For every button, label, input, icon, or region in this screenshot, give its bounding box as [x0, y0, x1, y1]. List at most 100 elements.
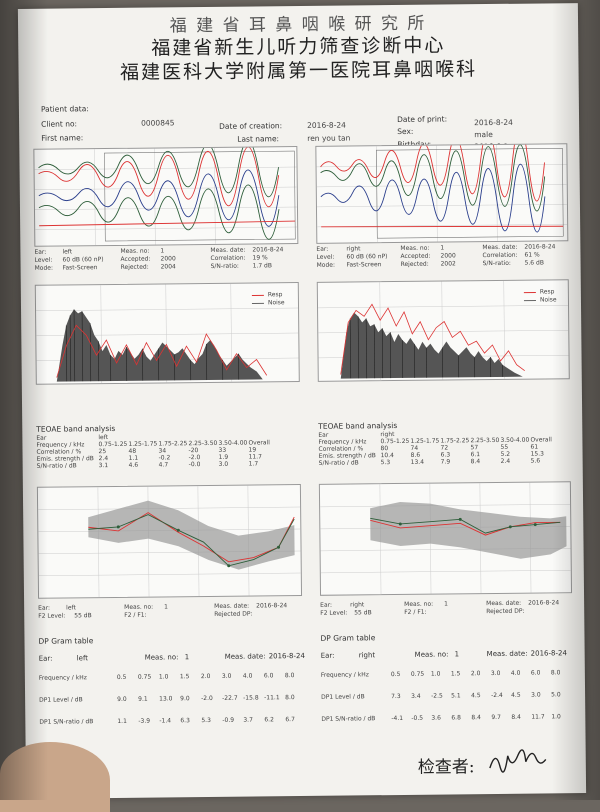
- dp-left-cell: 6.7: [285, 716, 295, 723]
- teoae-right-cell: 1.75-2.25: [440, 437, 469, 444]
- right-mode-label: Mode:: [317, 262, 335, 269]
- dpc-left-meas-label: Meas. no:: [124, 604, 153, 611]
- teoae-left-cell: 3.1: [99, 462, 109, 469]
- right-level-value: 60 dB (60 nP): [346, 253, 387, 260]
- teoae-right-cell: 8.4: [471, 458, 481, 465]
- dp-left-cell: 3.0: [222, 673, 232, 680]
- date-creation-value: 2016-8-24: [307, 121, 346, 130]
- left-rejected-value: 2004: [161, 263, 176, 270]
- dpc-left-rejected-label: Rejected DP:: [214, 611, 252, 618]
- date-print-label: Date of print:: [397, 114, 447, 124]
- left-accepted-label: Accepted:: [120, 256, 150, 263]
- dp-right-cell: 1.5: [451, 670, 461, 677]
- dp-left-row-label: Frequency / kHz: [39, 674, 87, 682]
- spectrum-panel-right: Resp Noise: [317, 279, 570, 382]
- left-mode-value: Fast-Screen: [63, 264, 98, 271]
- left-sn-label: S/N-ratio:: [211, 263, 239, 270]
- dp-left-cell: 6.3: [180, 717, 190, 724]
- left-date-value: 2016-8-24: [252, 246, 283, 253]
- left-date-label: Meas. date:: [210, 247, 245, 254]
- right-level-label: Level:: [316, 254, 334, 261]
- dpgram-chart-right: [320, 482, 571, 595]
- spectrum-chart-right: [318, 280, 569, 381]
- dp-right-cell: 8.0: [551, 669, 561, 676]
- right-meas-label: Meas. no:: [400, 245, 429, 252]
- teoae-right-cell: Overall: [530, 436, 552, 443]
- left-correlation-value: 19 %: [252, 254, 267, 261]
- dp-right-date-label: Meas. date:: [487, 650, 528, 658]
- waveform-chart-right: [316, 144, 567, 243]
- right-date-label: Meas. date:: [482, 244, 517, 251]
- dp-right-cell: 8.4: [471, 714, 481, 721]
- waveform-chart-left: [34, 147, 297, 246]
- dp-right-row-label: Frequency / kHz: [321, 671, 369, 679]
- teoae-right-cell: 0.75-1.25: [380, 438, 409, 445]
- right-date-value: 2016-8-24: [524, 243, 555, 250]
- dp-left-cell: 5.3: [201, 717, 211, 724]
- teoae-left-cell: 3.50-4.00: [218, 440, 247, 447]
- dp-right-cell: 0.5: [391, 671, 401, 678]
- dp-right-cell: -2.4: [491, 692, 503, 699]
- dp-left-cell: 8.0: [285, 672, 295, 679]
- left-meas-label: Meas. no:: [120, 248, 149, 255]
- teoae-right-cell: 2.4: [501, 458, 511, 465]
- dpc-left-ear-label: Ear:: [38, 605, 50, 612]
- teoae-right-title: TEOAE band analysis: [318, 421, 397, 431]
- dp-left-title: DP Gram table: [38, 636, 93, 646]
- right-sn-value: 5.6 dB: [525, 259, 544, 266]
- dp-left-cell: 6.0: [264, 672, 274, 679]
- teoae-left-cell: 4.6: [129, 462, 139, 469]
- dpgram-panel-left: [37, 484, 302, 599]
- left-ear-label: Ear:: [34, 249, 46, 256]
- dp-right-cell: 1.0: [551, 713, 561, 720]
- date-creation-label: Date of creation:: [219, 121, 282, 131]
- right-rejected-label: Rejected:: [401, 261, 429, 268]
- right-ear-value: right: [346, 245, 360, 252]
- left-rejected-label: Rejected:: [121, 264, 149, 271]
- dp-left-cell: 1.5: [180, 673, 190, 680]
- dp-right-meas-label: Meas. no:: [415, 650, 449, 658]
- dp-left-cell: 2.0: [201, 673, 211, 680]
- dpc-right-date: 2016-8-24: [528, 599, 559, 606]
- left-sn-value: 1.7 dB: [253, 262, 272, 269]
- dp-right-cell: -0.5: [411, 715, 423, 722]
- teoae-left-cell: Overall: [248, 439, 270, 446]
- dp-right-cell: 3.0: [491, 670, 501, 677]
- dp-left-cell: -1.4: [159, 717, 171, 724]
- left-level-value: 60 dB (60 nP): [62, 256, 103, 263]
- dpc-left-ratio-label: F2 / F1:: [124, 612, 146, 619]
- dp-right-cell: 8.4: [511, 714, 521, 721]
- left-ear-value: left: [62, 248, 72, 255]
- dp-left-cell: -2.0: [201, 695, 213, 702]
- waveform-panel-right: [315, 143, 568, 244]
- dp-right-ear: right: [359, 651, 376, 659]
- dp-right-cell: 3.6: [431, 715, 441, 722]
- dpc-right-f2-label: F2 Level:: [320, 610, 347, 617]
- dpc-left-f2-label: F2 Level:: [38, 612, 65, 619]
- dp-left-cell: -15.8: [243, 694, 259, 701]
- dp-left-meas: 1: [185, 653, 190, 661]
- dp-right-ear-label: Ear:: [321, 652, 335, 660]
- dp-left-cell: -3.9: [138, 718, 150, 725]
- dpc-left-date-label: Meas. date:: [214, 603, 249, 610]
- client-no-value: 0000845: [141, 118, 174, 127]
- dp-left-date: 2016-8-24: [269, 652, 305, 660]
- dp-left-meas-label: Meas. no:: [145, 653, 179, 661]
- sex-label: Sex:: [397, 127, 413, 136]
- dp-right-cell: 6.0: [531, 670, 541, 677]
- dp-right-cell: -2.5: [431, 693, 443, 700]
- client-no-label: Client no:: [41, 119, 77, 128]
- right-correlation-value: 61 %: [524, 252, 539, 259]
- left-meas-value: 1: [160, 247, 164, 254]
- dp-right-cell: 9.7: [491, 714, 501, 721]
- dp-right-cell: -4.1: [391, 715, 403, 722]
- dp-left-cell: 4.0: [243, 673, 253, 680]
- dp-left-cell: 3.7: [243, 717, 253, 724]
- teoae-right-cell: 10.4: [381, 452, 394, 459]
- dpc-right-meas: 1: [444, 600, 448, 607]
- teoae-right-row-label: S/N-ratio / dB: [319, 459, 359, 466]
- first-name-label: First name:: [41, 133, 83, 142]
- dp-left-cell: 0.75: [138, 674, 151, 681]
